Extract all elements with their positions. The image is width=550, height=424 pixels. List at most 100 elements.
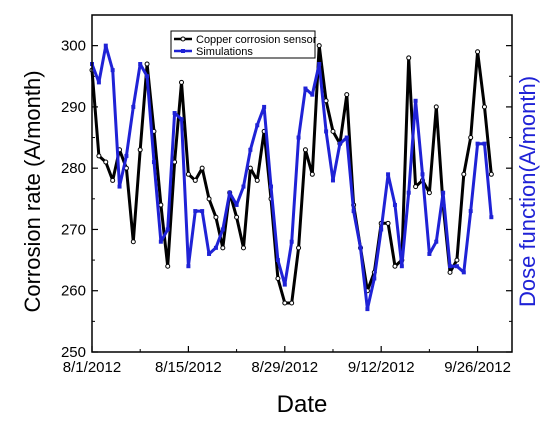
legend-box [170, 30, 316, 59]
simulation-point [448, 264, 453, 269]
copper-point [96, 153, 102, 159]
simulation-point [379, 227, 384, 232]
y-tick-label: 300 [61, 38, 86, 55]
copper-point [158, 202, 164, 208]
simulation-point [454, 264, 459, 269]
simulation-point [138, 62, 143, 67]
copper-point [240, 245, 246, 251]
simulation-point [234, 202, 239, 207]
copper-point [130, 239, 136, 245]
simulation-point [103, 43, 108, 48]
copper-point [392, 263, 398, 269]
x-tick-label: 9/12/2012 [348, 359, 415, 376]
legend-marker-simulations [181, 49, 185, 53]
simulation-point [275, 258, 280, 263]
simulation-point [441, 190, 446, 195]
copper-point [413, 184, 419, 190]
legend-marker-copper [180, 36, 186, 42]
simulation-point [241, 184, 246, 189]
simulation-point [117, 184, 122, 189]
simulation-point [289, 239, 294, 244]
copper-point [323, 98, 329, 104]
y-tick-label: 250 [61, 344, 86, 361]
copper-point [289, 300, 295, 306]
copper-point [275, 275, 281, 281]
simulation-point [434, 239, 439, 244]
simulation-point [482, 141, 487, 146]
copper-point [468, 135, 474, 141]
simulation-point [330, 178, 335, 183]
copper-point [426, 190, 432, 196]
simulation-point [158, 239, 163, 244]
x-axis-title: Date [277, 391, 328, 418]
right-y-axis [506, 45, 512, 353]
copper-point [206, 196, 212, 202]
copper-point [165, 263, 171, 269]
simulation-point [262, 104, 267, 109]
simulation-point [468, 209, 473, 214]
x-axis: 8/1/2012 8/15/2012 8/29/2012 9/12/2012 9/26/… [63, 346, 511, 376]
copper-point [110, 177, 116, 183]
simulation-point [220, 227, 225, 232]
legend-label-copper: Copper corrosion sensor [196, 34, 317, 46]
simulation-point [420, 172, 425, 177]
copper-point [447, 269, 453, 275]
copper-point [481, 104, 487, 110]
simulation-point [193, 209, 198, 214]
legend: Copper corrosion sensor Simulations [170, 30, 317, 59]
simulation-point [213, 245, 218, 250]
simulation-point [310, 92, 315, 97]
copper-point [234, 214, 240, 220]
copper-point [144, 61, 150, 67]
simulation-point [475, 141, 480, 146]
copper-point [199, 165, 205, 171]
y-tick-label: 290 [61, 99, 86, 116]
simulation-point [365, 307, 370, 312]
simulation-point [124, 153, 129, 158]
copper-point [103, 159, 109, 165]
simulation-point [96, 80, 101, 85]
copper-point [282, 300, 288, 306]
x-tick-label: 8/15/2012 [155, 359, 222, 376]
simulation-point [386, 172, 391, 177]
copper-point [406, 55, 412, 61]
copper-point [330, 128, 336, 134]
plot-area [89, 43, 494, 312]
simulation-point [172, 111, 177, 116]
copper-point [213, 214, 219, 220]
simulation-point [413, 98, 418, 103]
simulation-point [207, 251, 212, 256]
simulation-point [317, 62, 322, 67]
simulation-point [110, 68, 115, 73]
simulation-point [186, 264, 191, 269]
y-axis-title: Corrosion rate (A/month) [20, 70, 45, 312]
copper-point [302, 147, 308, 153]
simulation-point [255, 123, 260, 128]
simulation-point [489, 215, 494, 220]
x-tick-label: 8/29/2012 [251, 359, 318, 376]
simulation-point [358, 245, 363, 250]
copper-point [185, 171, 191, 177]
y-tick-label: 270 [61, 221, 86, 238]
simulation-point [282, 282, 287, 287]
simulation-point [200, 209, 205, 214]
plot-frame [91, 14, 513, 353]
simulation-point [303, 86, 308, 91]
left-y-axis: 250 260 270 280 290 300 [61, 38, 98, 361]
simulation-point [406, 190, 411, 195]
copper-point [179, 79, 185, 85]
simulation-point [165, 227, 170, 232]
legend-label-simulations: Simulations [196, 46, 253, 58]
copper-point [461, 171, 467, 177]
simulation-point [372, 276, 377, 281]
copper-point [433, 104, 439, 110]
simulation-point [296, 135, 301, 140]
simulation-point [145, 74, 150, 79]
simulation-point [131, 104, 136, 109]
simulation-point [248, 147, 253, 152]
copper-point [137, 147, 143, 153]
simulation-point [179, 117, 184, 122]
simulation-point [461, 270, 466, 275]
simulation-point [227, 190, 232, 195]
